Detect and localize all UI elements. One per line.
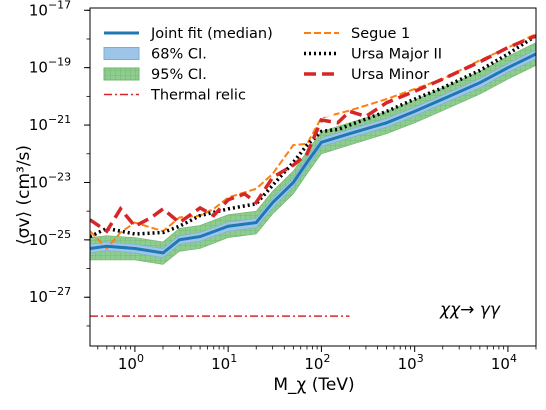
legend-entry-ursa-major-ii: Ursa Major II [304, 47, 442, 63]
x-tick-label: 104 [491, 352, 517, 373]
process-annotation: χχ→ γγ [439, 300, 501, 320]
legend: Joint fit (median) 68% CI. 95% CI. Thermal … [98, 22, 442, 117]
legend-swatch [103, 67, 140, 81]
legend-entry-thermal-relic: Thermal relic [104, 88, 246, 104]
y-axis-label: ⟨σv⟩ (cm³/s) [14, 145, 34, 245]
legend-label: Ursa Minor [351, 67, 429, 83]
legend-entry-68-ci: 68% CI. [103, 47, 207, 63]
y-tick-label: 10−21 [29, 113, 71, 134]
x-axis-label: M_χ (TeV) [273, 375, 354, 395]
y-tick-label: 10−17 [29, 0, 71, 19]
y-tick-label: 10−27 [29, 285, 71, 306]
x-tick-label: 101 [211, 352, 237, 373]
legend-label: Ursa Major II [351, 47, 442, 63]
legend-label: Thermal relic [150, 88, 246, 104]
y-tick-label: 10−19 [29, 56, 71, 77]
legend-label: 95% CI. [151, 67, 207, 83]
legend-swatch [103, 47, 140, 60]
legend-entry-ursa-minor: Ursa Minor [304, 67, 429, 83]
plot-frame [89, 7, 537, 347]
series-line-ursa-major-ii [90, 34, 536, 239]
series-line-joint-fit-median [90, 52, 536, 255]
legend-entry-95-ci: 95% CI. [103, 67, 207, 83]
series-line-segue-1 [90, 33, 536, 250]
x-tick-label: 100 [118, 352, 144, 373]
x-tick-label: 103 [398, 352, 424, 373]
x-tick-label: 102 [304, 352, 330, 373]
y-axis: 10−27 10−25 10−23 10−21 10−19 10−17 [29, 0, 90, 327]
plot-area [90, 33, 536, 317]
legend-entry-joint-fit-median: Joint fit (median) [104, 26, 273, 42]
legend-entry-segue-1: Segue 1 [304, 26, 410, 42]
y-tick-label: 10−25 [29, 228, 71, 249]
legend-label: Joint fit (median) [150, 26, 273, 42]
legend-label: 68% CI. [151, 47, 207, 63]
x-axis: 100 101 102 103 104 [97, 346, 537, 373]
legend-label: Segue 1 [351, 26, 410, 42]
y-tick-label: 10−23 [29, 170, 71, 191]
